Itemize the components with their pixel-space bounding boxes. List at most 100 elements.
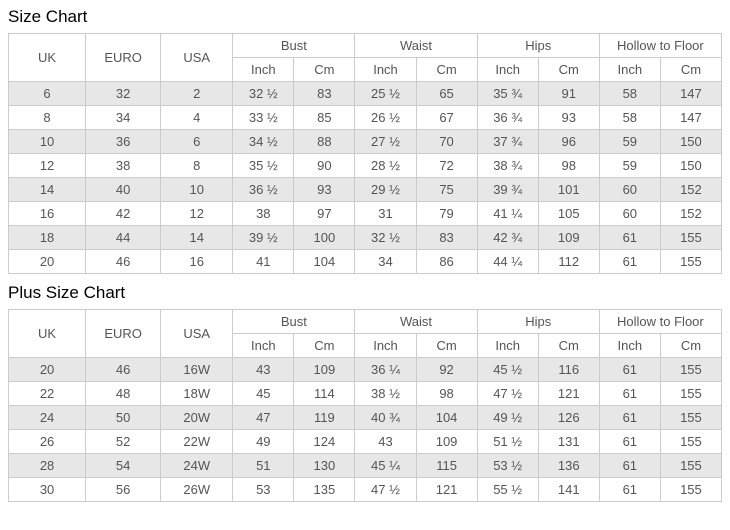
table-cell: 12 [7,153,87,178]
table-cell: 88 [293,129,356,154]
table-cell: 16W [160,357,234,382]
table-cell: 97 [293,201,356,226]
table-row: 10 36 6 34 ½ 88 27 ½ 70 37 ¾ 96 59 150 [7,129,723,154]
table-cell: 44 [85,225,162,250]
table-cell: 51 ½ [476,429,539,454]
header-row-units: Inch Cm Inch Cm Inch Cm Inch Cm [9,57,723,82]
table-cell: 55 ½ [476,477,539,502]
table-cell: 28 [7,453,87,478]
table-cell: 92 [415,357,478,382]
table-cell: 47 [232,405,295,430]
table-cell: 131 [537,429,600,454]
table-cell: 112 [537,249,600,274]
table-cell: 18 [7,225,87,250]
table-cell: 86 [415,249,478,274]
header-bust-inch: Inch [232,57,295,82]
table-cell: 61 [598,477,661,502]
table-cell: 83 [293,81,356,106]
header-hips-cm: Cm [537,333,600,358]
table-cell: 100 [293,225,356,250]
table-cell: 37 ¾ [476,129,539,154]
table-cell: 27 ½ [354,129,417,154]
table-row: 24 50 20W 47 119 40 ¾ 104 49 ½ 126 61 155 [7,405,723,430]
table-cell: 98 [537,153,600,178]
table-cell: 20 [7,357,87,382]
table-cell: 8 [160,153,234,178]
table-row: 20 46 16W 43 109 36 ¼ 92 45 ½ 116 61 155 [7,357,723,382]
header-group-bust: Bust [232,309,356,334]
table-cell: 16 [160,249,234,274]
table-cell: 85 [293,105,356,130]
table-cell: 12 [160,201,234,226]
header-usa: USA [160,309,234,358]
table-cell: 40 ¾ [354,405,417,430]
table-cell: 36 ¾ [476,105,539,130]
table-row: 26 52 22W 49 124 43 109 51 ½ 131 61 155 [7,429,723,454]
table-cell: 53 [232,477,295,502]
table-cell: 36 [85,129,162,154]
header-group-waist: Waist [354,33,478,58]
header-euro: EURO [85,309,162,358]
table-cell: 109 [293,357,356,382]
table-cell: 155 [659,477,723,502]
table-cell: 20 [7,249,87,274]
table-cell: 72 [415,153,478,178]
table-cell: 53 ½ [476,453,539,478]
table-cell: 35 ½ [232,153,295,178]
table-cell: 70 [415,129,478,154]
table-row: 14 40 10 36 ½ 93 29 ½ 75 39 ¾ 101 60 152 [7,177,723,202]
table-cell: 38 [232,201,295,226]
table-cell: 45 [232,381,295,406]
table-cell: 46 [85,249,162,274]
table-cell: 115 [415,453,478,478]
table-row: 22 48 18W 45 114 38 ½ 98 47 ½ 121 61 155 [7,381,723,406]
table-cell: 147 [659,105,723,130]
table-cell: 35 ¾ [476,81,539,106]
table-cell: 58 [598,105,661,130]
table-cell: 104 [293,249,356,274]
table-cell: 109 [415,429,478,454]
table-cell: 34 [85,105,162,130]
table-cell: 114 [293,381,356,406]
table-cell: 14 [160,225,234,250]
table-cell: 32 [85,81,162,106]
table-cell: 155 [659,405,723,430]
table-cell: 121 [415,477,478,502]
table-cell: 10 [7,129,87,154]
table-cell: 10 [160,177,234,202]
header-row-groups: UK EURO USA Bust Waist Hips Hollow to Floor [7,33,723,82]
table-cell: 150 [659,153,723,178]
header-euro: EURO [85,33,162,82]
table-cell: 41 [232,249,295,274]
table-cell: 8 [7,105,87,130]
header-bust-cm: Cm [293,333,356,358]
table-cell: 16 [7,201,87,226]
header-uk: UK [7,33,87,82]
table-cell: 150 [659,129,723,154]
table-cell: 121 [537,381,600,406]
table-cell: 18W [160,381,234,406]
header-waist-inch: Inch [354,333,417,358]
table-row: 18 44 14 39 ½ 100 32 ½ 83 42 ¾ 109 61 155 [7,225,723,250]
header-hollow-to-floor-inch: Inch [598,333,661,358]
size-chart-page: Size Chart UK EURO USA Bust Waist Hips Hollow … [7,8,723,502]
header-hollow-to-floor-cm: Cm [659,57,723,82]
table-cell: 29 ½ [354,177,417,202]
table-cell: 45 ¼ [354,453,417,478]
table-cell: 141 [537,477,600,502]
table-cell: 47 ½ [354,477,417,502]
table-cell: 33 ½ [232,105,295,130]
table-cell: 34 [354,249,417,274]
table-cell: 58 [598,81,661,106]
table-cell: 26 [7,429,87,454]
table-cell: 65 [415,81,478,106]
table-cell: 155 [659,453,723,478]
header-hollow-to-floor-cm: Cm [659,333,723,358]
table-row: 28 54 24W 51 130 45 ¼ 115 53 ½ 136 61 155 [7,453,723,478]
table-cell: 91 [537,81,600,106]
table-cell: 6 [7,81,87,106]
table-cell: 22 [7,381,87,406]
table-cell: 14 [7,177,87,202]
header-waist-cm: Cm [415,57,478,82]
header-group-hips: Hips [476,33,600,58]
